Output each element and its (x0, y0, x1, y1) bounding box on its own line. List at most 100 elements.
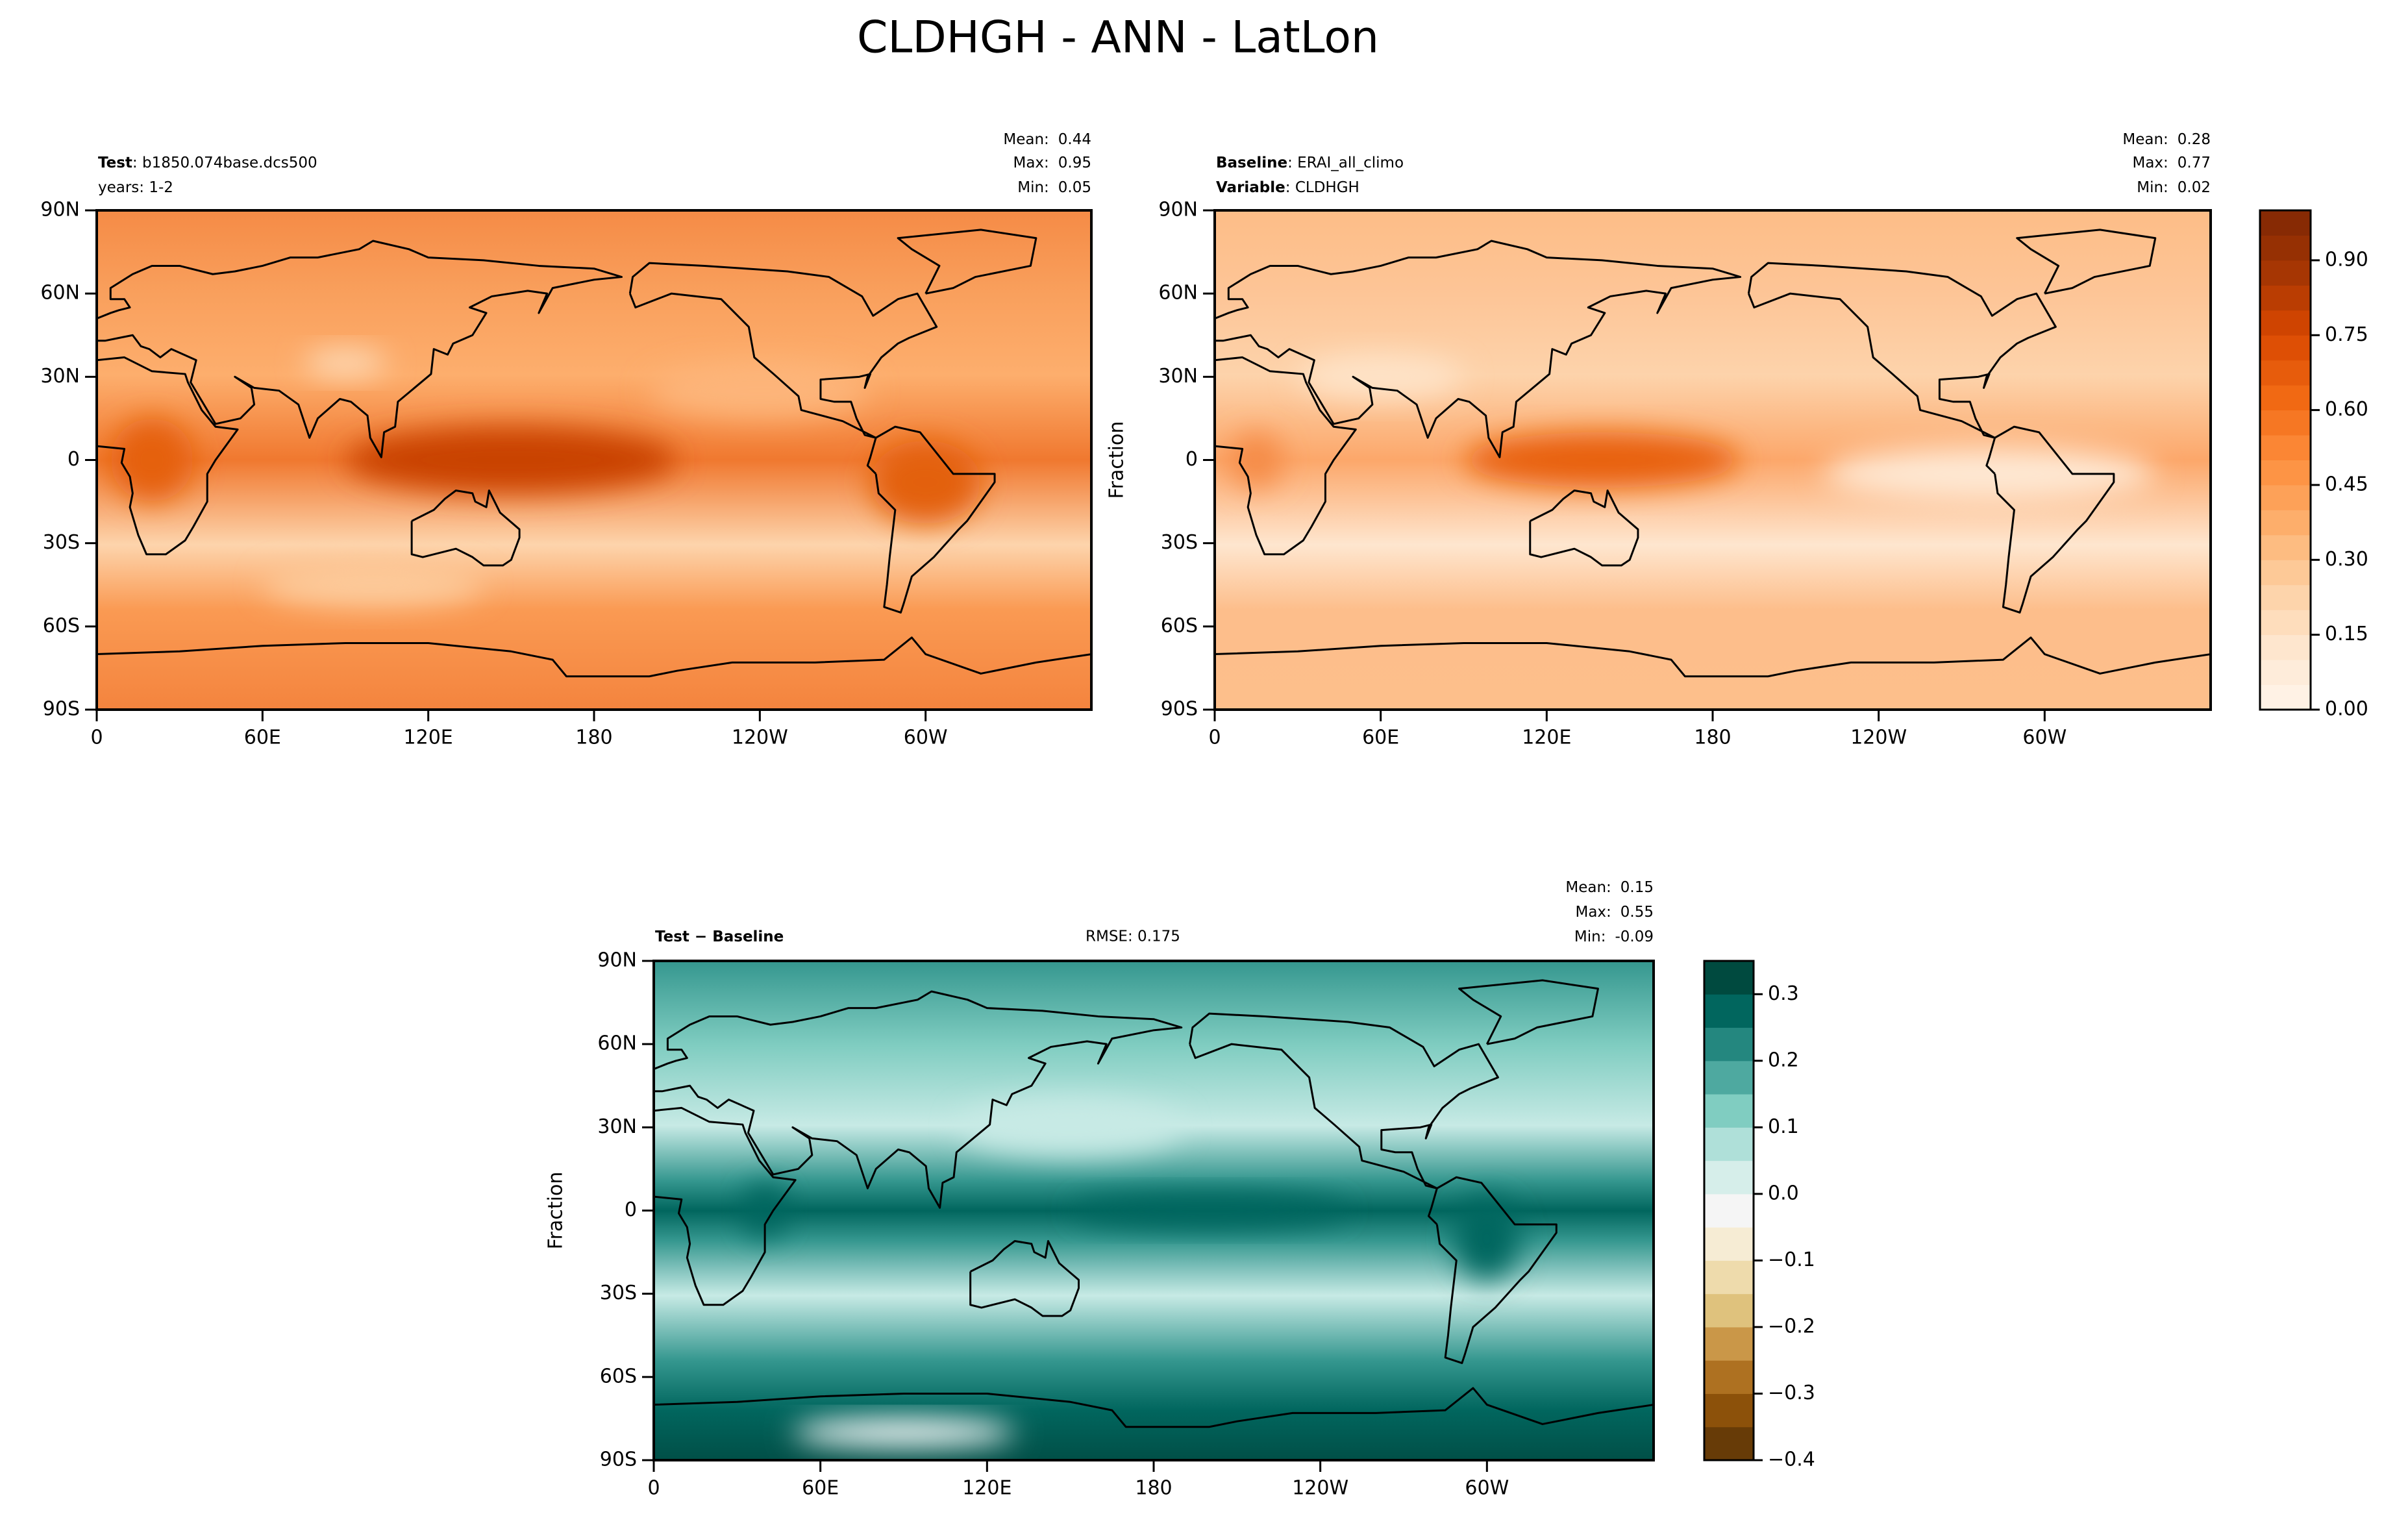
colorbar-band (2260, 285, 2311, 311)
y-tick-label: 90N (1158, 199, 1198, 221)
panel-stat: Mean: 0.44 (1003, 131, 1091, 148)
panel-stat: Mean: 0.15 (1565, 879, 1654, 896)
colorbar-band (1704, 1094, 1754, 1128)
x-tick-label: 0 (647, 1477, 660, 1500)
x-tick-label: 60W (904, 727, 948, 749)
coastline (654, 1387, 1654, 1428)
colorbar-band (2260, 460, 2311, 486)
coastline (1458, 979, 1599, 1045)
colorbar-band (2260, 435, 2311, 460)
coastline (1215, 636, 2211, 678)
colorbar-tick-label: 0.75 (2325, 323, 2368, 346)
colorbar-tick-label: 0.2 (1768, 1049, 1799, 1071)
coastline (97, 636, 1091, 678)
header-text: : b1850.074base.dcs500 (132, 155, 317, 171)
colorbar-band (2260, 385, 2311, 411)
y-tick-label: 60N (1158, 282, 1198, 305)
colorbar-tick-label: −0.2 (1768, 1315, 1815, 1337)
stat-value: 0.95 (1058, 155, 1091, 171)
coastline (1215, 240, 1742, 458)
field-blob (1454, 1197, 1521, 1280)
field-blob (870, 440, 981, 524)
stat-label: Mean: (1003, 131, 1049, 148)
colorbar-band (1704, 1393, 1754, 1428)
stat-value: -0.09 (1615, 928, 1654, 945)
coastline (1985, 425, 2115, 614)
coastline (2016, 229, 2157, 295)
y-tick-label: 30S (43, 531, 80, 554)
x-tick-label: 180 (1694, 727, 1731, 749)
y-tick-label: 30N (1158, 365, 1198, 388)
field-blob (649, 362, 871, 419)
y-tick-label: 0 (625, 1199, 637, 1221)
colorbar-band (2260, 310, 2311, 336)
coastline (969, 1239, 1080, 1317)
colorbar-tick-label: 0.15 (2325, 623, 2368, 645)
field-blob (1228, 432, 1284, 488)
colorbar-band (2260, 560, 2311, 586)
colorbar-band (1704, 1426, 1754, 1461)
field-blob (262, 562, 484, 607)
coastline (897, 229, 1037, 295)
colorbar-tick-label: 0.90 (2325, 248, 2368, 271)
panel-stat: Min: -0.09 (1574, 928, 1654, 945)
colorbar-band (2260, 410, 2311, 436)
stat-value: 0.55 (1620, 904, 1654, 921)
colorbar-band (1704, 1227, 1754, 1261)
coastline (1428, 1176, 1558, 1364)
colorbar-band (2260, 210, 2311, 236)
x-tick-label: 120W (1292, 1477, 1348, 1500)
colorbar-band (1704, 1193, 1754, 1228)
coastline (1215, 356, 1357, 556)
stat-label: Mean: (1565, 879, 1611, 896)
x-tick-label: 120E (1522, 727, 1571, 749)
colorbar-band (1704, 1326, 1754, 1361)
colorbar-band (1704, 1160, 1754, 1195)
rmse: RMSE: 0.175 (1086, 928, 1180, 945)
stat-label: Min: (2137, 179, 2168, 196)
coastline (410, 489, 521, 567)
colorbar-band (1704, 1027, 1754, 1062)
colorbar-tick-label: 0.30 (2325, 548, 2368, 571)
colorbar-band (2260, 510, 2311, 536)
colorbar-band (1704, 1260, 1754, 1295)
panel-header: Variable: CLDHGH (1216, 179, 1359, 196)
coastline (1529, 489, 1639, 567)
colorbar-frame (1703, 960, 1755, 1461)
colorbar-tick-label: −0.4 (1768, 1448, 1815, 1471)
stat-value: 0.77 (2178, 155, 2211, 171)
colorbar-band (1704, 961, 1754, 995)
colorbar-band (2260, 484, 2311, 510)
y-tick-label: 90S (43, 698, 80, 721)
panel-header: Baseline: ERAI_all_climo (1216, 155, 1404, 171)
x-tick-label: 180 (1135, 1477, 1172, 1500)
stat-value: 0.02 (2178, 179, 2211, 196)
header-label: Test − Baseline (655, 928, 784, 945)
stat-label: Max: (2132, 155, 2168, 171)
coastline (628, 262, 938, 439)
header-text: : ERAI_all_climo (1287, 155, 1404, 171)
header-label: Variable (1216, 179, 1285, 196)
panel-header: Test − Baseline (655, 928, 784, 945)
coastline (654, 990, 1183, 1209)
stat-label: Mean: (2122, 131, 2168, 148)
colorbar-tick-label: −0.3 (1768, 1382, 1815, 1404)
panel-stat: Max: 0.55 (1575, 904, 1654, 921)
colorbar-band (1704, 1060, 1754, 1095)
x-tick-label: 60E (802, 1477, 839, 1500)
colorbar-tick-label: 0.00 (2325, 698, 2368, 721)
x-tick-label: 60W (2022, 727, 2067, 749)
colorbar-band (1704, 1293, 1754, 1328)
colorbar-band (2260, 684, 2311, 710)
coastline (1189, 1012, 1499, 1189)
y-tick-label: 0 (68, 448, 80, 471)
colorbar-band (2260, 660, 2311, 686)
figure-title: CLDHGH - ANN - LatLon (857, 12, 1379, 64)
x-tick-label: 180 (575, 727, 612, 749)
colorbar-band (1704, 1127, 1754, 1162)
colorbar-band (2260, 584, 2311, 610)
colorbar-tick-label: 0.0 (1768, 1182, 1799, 1204)
field-blob (1070, 1193, 1348, 1228)
map-field (97, 210, 1091, 710)
